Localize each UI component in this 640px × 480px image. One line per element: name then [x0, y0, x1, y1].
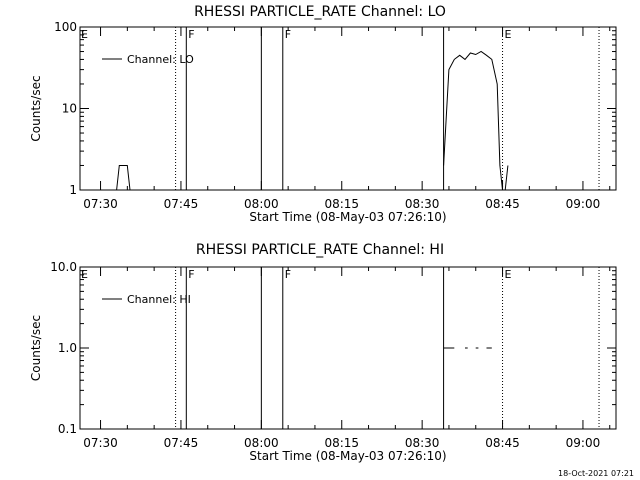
event-marker-label: F [188, 268, 194, 281]
event-marker-label: E [505, 28, 512, 41]
series-line-lo [504, 165, 509, 191]
x-tick-label: 07:45 [164, 197, 199, 211]
x-tick-label: 08:30 [405, 197, 440, 211]
legend-label: Channel: LO [127, 53, 194, 66]
y-tick-label: 0.1 [58, 422, 77, 436]
y-axis-label: Counts/sec [29, 75, 43, 141]
event-marker-label: F [285, 268, 291, 281]
x-tick-label: 08:15 [324, 197, 359, 211]
event-marker-label: E [505, 268, 512, 281]
y-axis-label: Counts/sec [29, 315, 43, 381]
chart-title-hi: RHESSI PARTICLE_RATE Channel: HI [195, 242, 445, 258]
x-tick-label: 07:45 [164, 436, 199, 450]
event-marker-label: F [188, 28, 194, 41]
y-tick-label: 100 [54, 20, 77, 34]
x-tick-label: 08:30 [405, 436, 440, 450]
x-tick-label: 08:45 [485, 197, 520, 211]
footer-timestamp: 18-Oct-2021 07:21 [558, 469, 634, 478]
chart-panel-hi: 0.1 1.0 10.0 07:30 07:45 08:00 08:15 08:30 08:45… [29, 260, 617, 463]
x-axis-label: Start Time (08-May-03 07:26:10) [249, 449, 446, 463]
x-tick-label: 07:30 [83, 197, 118, 211]
x-tick-label: 08:45 [485, 436, 520, 450]
y-tick-label: 1 [69, 183, 77, 197]
series-line-lo [116, 165, 131, 191]
plot-frame [79, 26, 617, 191]
legend-label: Channel: HI [127, 293, 191, 306]
series-line-lo [443, 50, 503, 191]
x-tick-label: 07:30 [83, 436, 118, 450]
x-tick-label: 08:15 [324, 436, 359, 450]
event-marker-label: E [81, 268, 88, 281]
x-tick-label: 09:00 [566, 197, 601, 211]
x-tick-label: 09:00 [566, 436, 601, 450]
y-tick-label: 1.0 [58, 341, 77, 355]
chart-title-lo: RHESSI PARTICLE_RATE Channel: LO [194, 4, 446, 20]
x-axis-label: Start Time (08-May-03 07:26:10) [249, 210, 446, 224]
x-tick-label: 08:00 [244, 436, 279, 450]
y-tick-label: 10 [62, 102, 77, 116]
chart-panel-lo: 1 10 100 07:30 07:45 08:00 08:15 08:30 08:45 09:0… [29, 20, 617, 224]
event-marker-label: E [81, 28, 88, 41]
event-marker-label: F [285, 28, 291, 41]
y-tick-label: 10.0 [50, 260, 77, 274]
plot-frame [79, 266, 617, 430]
x-tick-label: 08:00 [244, 197, 279, 211]
